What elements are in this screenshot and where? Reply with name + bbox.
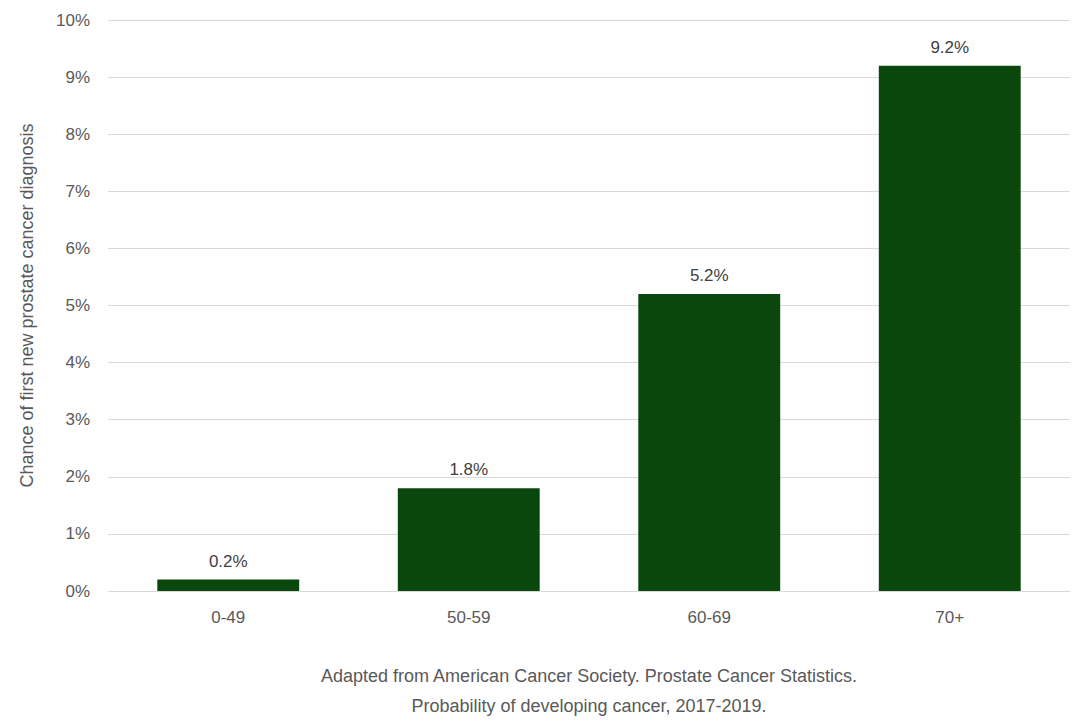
svg-text:Chance of first new prostate c: Chance of first new prostate cancer diag… bbox=[17, 123, 37, 487]
svg-text:10%: 10% bbox=[56, 11, 90, 30]
svg-text:9.2%: 9.2% bbox=[930, 38, 969, 57]
svg-text:0%: 0% bbox=[65, 582, 90, 601]
svg-text:50-59: 50-59 bbox=[447, 608, 490, 627]
svg-text:7%: 7% bbox=[65, 182, 90, 201]
svg-text:3%: 3% bbox=[65, 410, 90, 429]
svg-text:0.2%: 0.2% bbox=[209, 552, 248, 571]
svg-text:6%: 6% bbox=[65, 239, 90, 258]
svg-text:5.2%: 5.2% bbox=[690, 266, 729, 285]
svg-text:Probability of developing canc: Probability of developing cancer, 2017-2… bbox=[411, 696, 766, 716]
svg-text:Adapted from American Cancer S: Adapted from American Cancer Society. Pr… bbox=[321, 666, 857, 686]
svg-text:2%: 2% bbox=[65, 467, 90, 486]
svg-text:5%: 5% bbox=[65, 296, 90, 315]
svg-text:4%: 4% bbox=[65, 353, 90, 372]
svg-text:9%: 9% bbox=[65, 68, 90, 87]
svg-text:8%: 8% bbox=[65, 125, 90, 144]
svg-text:1.8%: 1.8% bbox=[449, 460, 488, 479]
svg-text:70+: 70+ bbox=[935, 608, 964, 627]
svg-text:1%: 1% bbox=[65, 524, 90, 543]
svg-text:60-69: 60-69 bbox=[688, 608, 731, 627]
svg-text:0-49: 0-49 bbox=[211, 608, 245, 627]
